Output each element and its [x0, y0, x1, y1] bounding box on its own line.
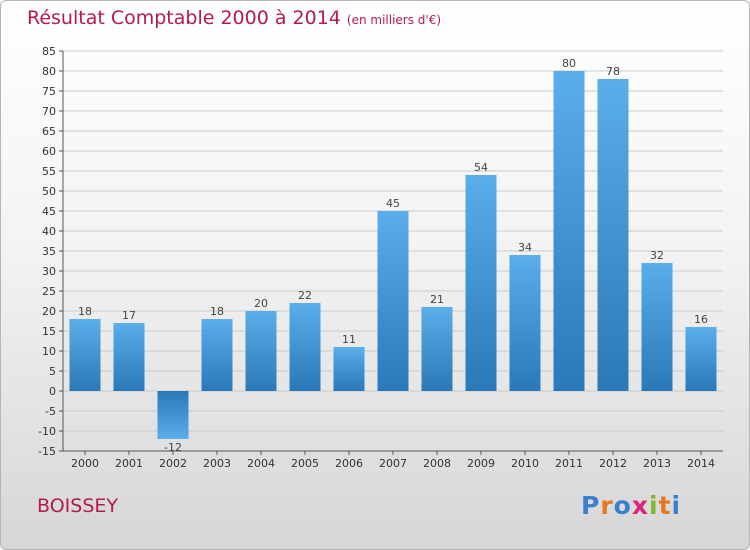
y-tick-label: 40	[42, 225, 56, 238]
y-tick-label: 50	[42, 185, 56, 198]
x-tick-label: 2010	[511, 457, 539, 470]
bar	[377, 211, 409, 391]
y-tick-label: -15	[38, 445, 56, 458]
x-tick-label: 2011	[555, 457, 583, 470]
bar	[509, 255, 541, 391]
bar	[553, 71, 585, 391]
data-label: 78	[606, 65, 620, 78]
data-label: 45	[386, 197, 400, 210]
y-tick-label: -5	[45, 405, 56, 418]
y-tick-label: 45	[42, 205, 56, 218]
y-tick-label: 20	[42, 305, 56, 318]
data-label: 18	[210, 305, 224, 318]
x-tick-label: 2001	[115, 457, 143, 470]
data-label: 34	[518, 241, 532, 254]
x-tick-label: 2007	[379, 457, 407, 470]
y-tick-label: 70	[42, 105, 56, 118]
bar	[157, 391, 189, 439]
y-tick-label: 25	[42, 285, 56, 298]
proxiti-logo: Proxiti	[581, 491, 681, 520]
logo-letter: r	[600, 491, 614, 520]
y-tick-label: 55	[42, 165, 56, 178]
y-tick-label: 60	[42, 145, 56, 158]
x-tick-label: 2013	[643, 457, 671, 470]
logo-letter: i	[671, 491, 682, 520]
x-tick-label: 2003	[203, 457, 231, 470]
x-tick-label: 2004	[247, 457, 275, 470]
chart-title: Résultat Comptable 2000 à 2014 (en millie…	[27, 7, 441, 29]
y-tick-label: 80	[42, 65, 56, 78]
title-text: Résultat Comptable 2000 à 2014	[27, 7, 341, 29]
chart-subtitle: (en milliers d'€)	[346, 13, 442, 27]
x-tick-label: 2012	[599, 457, 627, 470]
logo-letter: P	[581, 491, 601, 520]
y-tick-label: 5	[49, 365, 56, 378]
bar	[113, 323, 145, 391]
logo-letter: o	[613, 491, 632, 520]
x-tick-label: 2005	[291, 457, 319, 470]
bar	[641, 263, 673, 391]
logo-letter: x	[631, 491, 649, 520]
y-tick-label: 0	[49, 385, 56, 398]
x-tick-label: 2009	[467, 457, 495, 470]
x-tick-label: 2000	[71, 457, 99, 470]
data-label: -12	[164, 441, 182, 454]
x-tick-label: 2002	[159, 457, 187, 470]
y-tick-label: 30	[42, 265, 56, 278]
place-name: BOISSEY	[37, 495, 118, 517]
bar	[333, 347, 365, 391]
bar	[597, 79, 629, 391]
y-tick-label: 35	[42, 245, 56, 258]
x-tick-label: 2006	[335, 457, 363, 470]
logo-letter: t	[658, 491, 672, 520]
data-label: 80	[562, 57, 576, 70]
bar	[465, 175, 497, 391]
data-label: 16	[694, 313, 708, 326]
data-label: 20	[254, 297, 268, 310]
y-tick-label: 10	[42, 345, 56, 358]
logo-letter: i	[649, 491, 659, 520]
data-label: 32	[650, 249, 664, 262]
x-tick-label: 2008	[423, 457, 451, 470]
data-label: 11	[342, 333, 356, 346]
bar	[69, 319, 101, 391]
y-tick-label: 65	[42, 125, 56, 138]
y-tick-label: -10	[38, 425, 56, 438]
bar	[685, 327, 717, 391]
bar	[289, 303, 321, 391]
data-label: 22	[298, 289, 312, 302]
bar	[421, 307, 453, 391]
data-label: 21	[430, 293, 444, 306]
y-tick-label: 75	[42, 85, 56, 98]
bar	[245, 311, 277, 391]
bar	[201, 319, 233, 391]
y-tick-label: 85	[42, 45, 56, 58]
y-tick-label: 15	[42, 325, 56, 338]
data-label: 18	[78, 305, 92, 318]
data-label: 54	[474, 161, 488, 174]
x-tick-label: 2014	[687, 457, 715, 470]
data-label: 17	[122, 309, 136, 322]
